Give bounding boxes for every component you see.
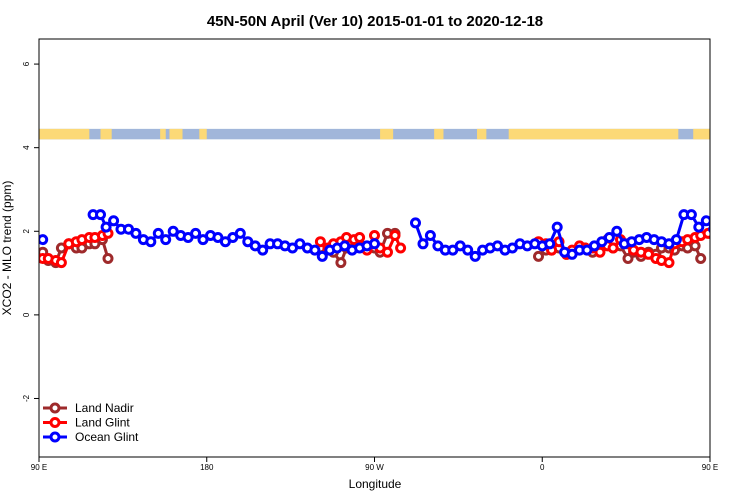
data-point (551, 221, 563, 233)
data-point (462, 244, 474, 256)
data-point (594, 246, 606, 258)
data-point (160, 234, 172, 246)
legend-label: Land Glint (75, 416, 130, 430)
data-point (469, 250, 481, 262)
y-tick-label: 6 (22, 61, 31, 66)
data-point (314, 236, 326, 248)
data-point (725, 229, 733, 237)
data-point (533, 250, 544, 262)
legend-item: Land Glint (43, 416, 130, 430)
data-point (95, 209, 106, 221)
data-point (55, 257, 67, 269)
data-point (695, 253, 707, 264)
data-point (685, 209, 697, 221)
x-tick-label: 90 E (31, 463, 47, 472)
data-point (190, 227, 202, 239)
land-band (380, 128, 394, 140)
y-tick-label: 2 (22, 229, 31, 234)
data-point (369, 238, 380, 250)
data-point (100, 221, 112, 233)
land-band (508, 128, 679, 140)
land-band (693, 128, 710, 140)
land-band (434, 128, 444, 140)
data-point (611, 225, 623, 237)
legend-swatch-marker (49, 402, 61, 414)
data-point (309, 244, 321, 256)
data-point (152, 227, 164, 239)
x-tick-label: 180 (200, 463, 214, 472)
x-tick-label: 90 W (365, 463, 384, 472)
land-band (100, 128, 112, 140)
data-point (708, 225, 710, 234)
data-point (424, 230, 436, 241)
data-point (102, 253, 114, 264)
chart-title: 45N-50N April (Ver 10) 2015-01-01 to 202… (207, 13, 543, 30)
data-point (670, 234, 682, 246)
data-point (395, 242, 407, 254)
data-point (108, 215, 120, 227)
legend-label: Ocean Glint (75, 430, 139, 444)
data-point (335, 257, 347, 269)
data-point (717, 225, 725, 233)
data-point (316, 250, 328, 262)
y-axis: -2 0 2 4 6 (22, 61, 39, 402)
y-axis-label: XCO2 - MLO trend (ppm) (0, 181, 14, 316)
land-band (39, 128, 90, 140)
data-point (410, 217, 421, 229)
land-band (160, 128, 166, 140)
ocean-band (39, 128, 710, 140)
land-ocean-strip (39, 128, 710, 140)
x-axis: 90 E 180 90 W 0 90 E (31, 457, 718, 472)
data-point (607, 242, 619, 254)
data-point (354, 232, 366, 243)
x-axis-label: Longitude (349, 477, 402, 491)
data-point (740, 238, 748, 246)
data-point (39, 234, 49, 246)
legend-swatch-marker (49, 431, 61, 443)
land-band (199, 128, 207, 140)
plot-area (38, 38, 748, 458)
legend-item: Land Nadir (43, 401, 134, 415)
x-tick-label: 0 (540, 463, 545, 472)
data-point (257, 244, 269, 256)
data-point (663, 257, 675, 269)
data-point (417, 238, 429, 250)
y-tick-label: 0 (22, 312, 31, 317)
legend-label: Land Nadir (75, 401, 134, 415)
series-layer (39, 209, 748, 269)
data-point (382, 246, 393, 258)
land-band (169, 128, 183, 140)
legend-item: Ocean Glint (43, 430, 139, 444)
data-point (689, 240, 701, 252)
series-ocean-glint (39, 209, 748, 262)
y-tick-label: -2 (22, 394, 31, 402)
y-tick-label: 4 (22, 145, 31, 150)
data-point (702, 227, 710, 239)
data-point (622, 253, 634, 264)
data-point (544, 238, 556, 250)
data-point (603, 232, 615, 243)
data-point (389, 230, 401, 241)
data-point (700, 215, 710, 227)
data-point (130, 227, 142, 239)
data-point (732, 236, 740, 244)
x-tick-label: 90 E (702, 463, 718, 472)
data-point (145, 236, 157, 248)
land-band (477, 128, 487, 140)
data-point (234, 227, 246, 239)
legend-swatch-marker (49, 417, 61, 428)
data-point (693, 221, 705, 233)
